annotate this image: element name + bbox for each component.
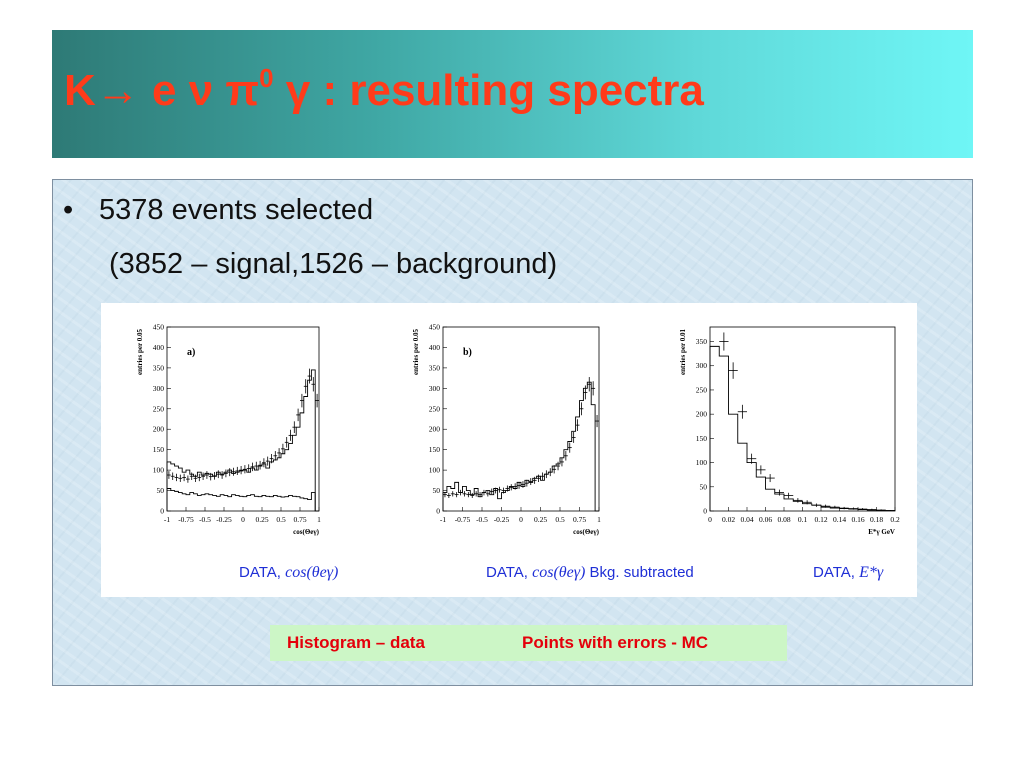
- histogram-series-1: [442, 381, 599, 512]
- x-tick-label: 0.25: [534, 515, 547, 524]
- figure: 0 50 100 150 200 250 300 350 400 450 -1 -0.75 -0.5 -0…: [101, 303, 917, 597]
- title-bar: K→ e ν π0 γ : resulting spectra: [52, 30, 973, 158]
- x-tick-label: -0.75: [178, 515, 194, 524]
- y-tick-label: 0: [160, 507, 164, 516]
- x-tick-label: -0.5: [199, 515, 211, 524]
- y-tick-label: 150: [153, 445, 165, 454]
- y-tick-label: 350: [153, 363, 165, 372]
- y-tick-label: 450: [429, 323, 441, 332]
- caption-text: DATA,: [813, 564, 859, 581]
- histogram-series-2: [166, 488, 319, 512]
- x-tick-label: 0.25: [255, 515, 268, 524]
- x-tick-label: 0: [241, 515, 245, 524]
- legend-box: Histogram – data Points with errors - MC: [270, 625, 787, 661]
- x-tick-label: 1: [597, 515, 601, 524]
- caption-text: DATA,: [239, 564, 285, 581]
- y-axis-label: entries per 0.05: [412, 329, 420, 375]
- y-tick-label: 150: [696, 434, 708, 443]
- x-tick-label: -0.5: [476, 515, 488, 524]
- y-tick-label: 0: [436, 507, 440, 516]
- y-tick-label: 50: [157, 486, 165, 495]
- x-axis-label: E*γ GeV: [868, 528, 895, 536]
- caption-math: cos(θeγ): [285, 564, 338, 581]
- y-tick-label: 350: [696, 337, 708, 346]
- y-axis-label: entries per 0.01: [679, 329, 687, 375]
- x-tick-label: 0.16: [851, 515, 864, 524]
- x-tick-label: 0.1: [798, 515, 808, 524]
- x-tick-label: 1: [317, 515, 321, 524]
- x-tick-label: 0.08: [777, 515, 790, 524]
- y-tick-label: 350: [429, 363, 441, 372]
- y-tick-label: 100: [696, 458, 708, 467]
- y-tick-label: 100: [153, 466, 165, 475]
- bullet-text: 5378 events selected: [99, 194, 374, 226]
- chart-caption: DATA, cos(θeγ): [239, 564, 338, 581]
- slide-title: K→ e ν π0 γ : resulting spectra: [64, 63, 704, 116]
- chart-caption: DATA, cos(θeγ) Bkg. subtracted: [486, 564, 694, 581]
- x-tick-label: 0: [708, 515, 712, 524]
- panel-label: a): [187, 347, 195, 358]
- y-tick-label: 200: [429, 425, 441, 434]
- x-tick-label: -0.25: [216, 515, 232, 524]
- y-tick-label: 250: [696, 385, 708, 394]
- chart-panel-2: 0 50 100 150 200 250 300 350 400 450 -1 -0.75 -0.5 -0…: [412, 323, 694, 582]
- title-main: K→ e ν π: [64, 66, 260, 115]
- y-tick-label: 300: [153, 384, 165, 393]
- x-tick-label: -1: [164, 515, 170, 524]
- y-tick-label: 200: [696, 410, 708, 419]
- histogram-series-1: [709, 345, 896, 511]
- content-panel: • 5378 events selected (3852 – signal,152…: [52, 179, 973, 686]
- x-tick-label: -0.25: [494, 515, 510, 524]
- bullet-line: • 5378 events selected: [63, 194, 373, 227]
- y-tick-label: 150: [429, 445, 441, 454]
- caption-math: E*γ: [858, 564, 884, 581]
- x-tick-label: 0.02: [722, 515, 735, 524]
- y-tick-label: 300: [696, 361, 708, 370]
- chart-caption: DATA, E*γ: [813, 564, 884, 581]
- x-tick-label: 0.18: [870, 515, 883, 524]
- y-tick-label: 250: [429, 404, 441, 413]
- y-tick-label: 100: [429, 466, 441, 475]
- y-tick-label: 50: [700, 482, 708, 491]
- x-tick-label: 0.12: [814, 515, 827, 524]
- chart-panel-3: 0 50 100 150 200 250 300 350 0 0.02 0.04 0.06 0.08 0.…: [679, 326, 900, 581]
- y-tick-label: 50: [433, 486, 441, 495]
- x-axis-label: cos(Θeγ): [293, 528, 319, 536]
- y-tick-label: 250: [153, 404, 165, 413]
- x-tick-label: -0.75: [455, 515, 471, 524]
- caption-math: cos(θeγ): [532, 564, 585, 581]
- x-axis-label: cos(Θeγ): [573, 528, 599, 536]
- legend-histogram-label: Histogram – data: [287, 633, 425, 652]
- y-tick-label: 0: [703, 507, 707, 516]
- x-tick-label: -1: [440, 515, 446, 524]
- y-tick-label: 400: [429, 343, 441, 352]
- caption-extra: Bkg. subtracted: [585, 564, 693, 581]
- x-tick-label: 0.14: [833, 515, 846, 524]
- x-tick-label: 0: [519, 515, 523, 524]
- chart-panel-1: 0 50 100 150 200 250 300 350 400 450 -1 -0.75 -0.5 -0…: [136, 323, 338, 582]
- y-tick-label: 450: [153, 323, 165, 332]
- x-tick-label: 0.75: [293, 515, 306, 524]
- x-tick-label: 0.5: [276, 515, 286, 524]
- bullet-subline: (3852 – signal,1526 – background): [109, 248, 558, 280]
- x-tick-label: 0.04: [740, 515, 753, 524]
- bullet-marker: •: [63, 194, 74, 226]
- title-superscript: 0: [259, 63, 274, 93]
- x-tick-label: 0.06: [759, 515, 772, 524]
- histogram-series-1: [166, 369, 319, 512]
- legend-points-label: Points with errors - MC: [522, 633, 709, 652]
- y-tick-label: 400: [153, 343, 165, 352]
- title-rest: γ : resulting spectra: [273, 66, 704, 115]
- y-tick-label: 200: [153, 425, 165, 434]
- panel-label: b): [463, 347, 472, 358]
- x-tick-label: 0.5: [555, 515, 565, 524]
- x-tick-label: 0.75: [573, 515, 586, 524]
- x-tick-label: 0.2: [890, 515, 900, 524]
- y-axis-label: entries per 0.05: [136, 329, 144, 375]
- caption-text: DATA,: [486, 564, 532, 581]
- y-tick-label: 300: [429, 384, 441, 393]
